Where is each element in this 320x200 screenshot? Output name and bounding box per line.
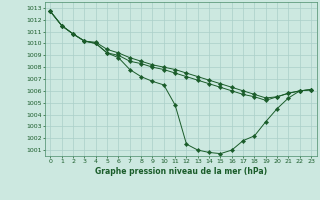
X-axis label: Graphe pression niveau de la mer (hPa): Graphe pression niveau de la mer (hPa) [95, 167, 267, 176]
